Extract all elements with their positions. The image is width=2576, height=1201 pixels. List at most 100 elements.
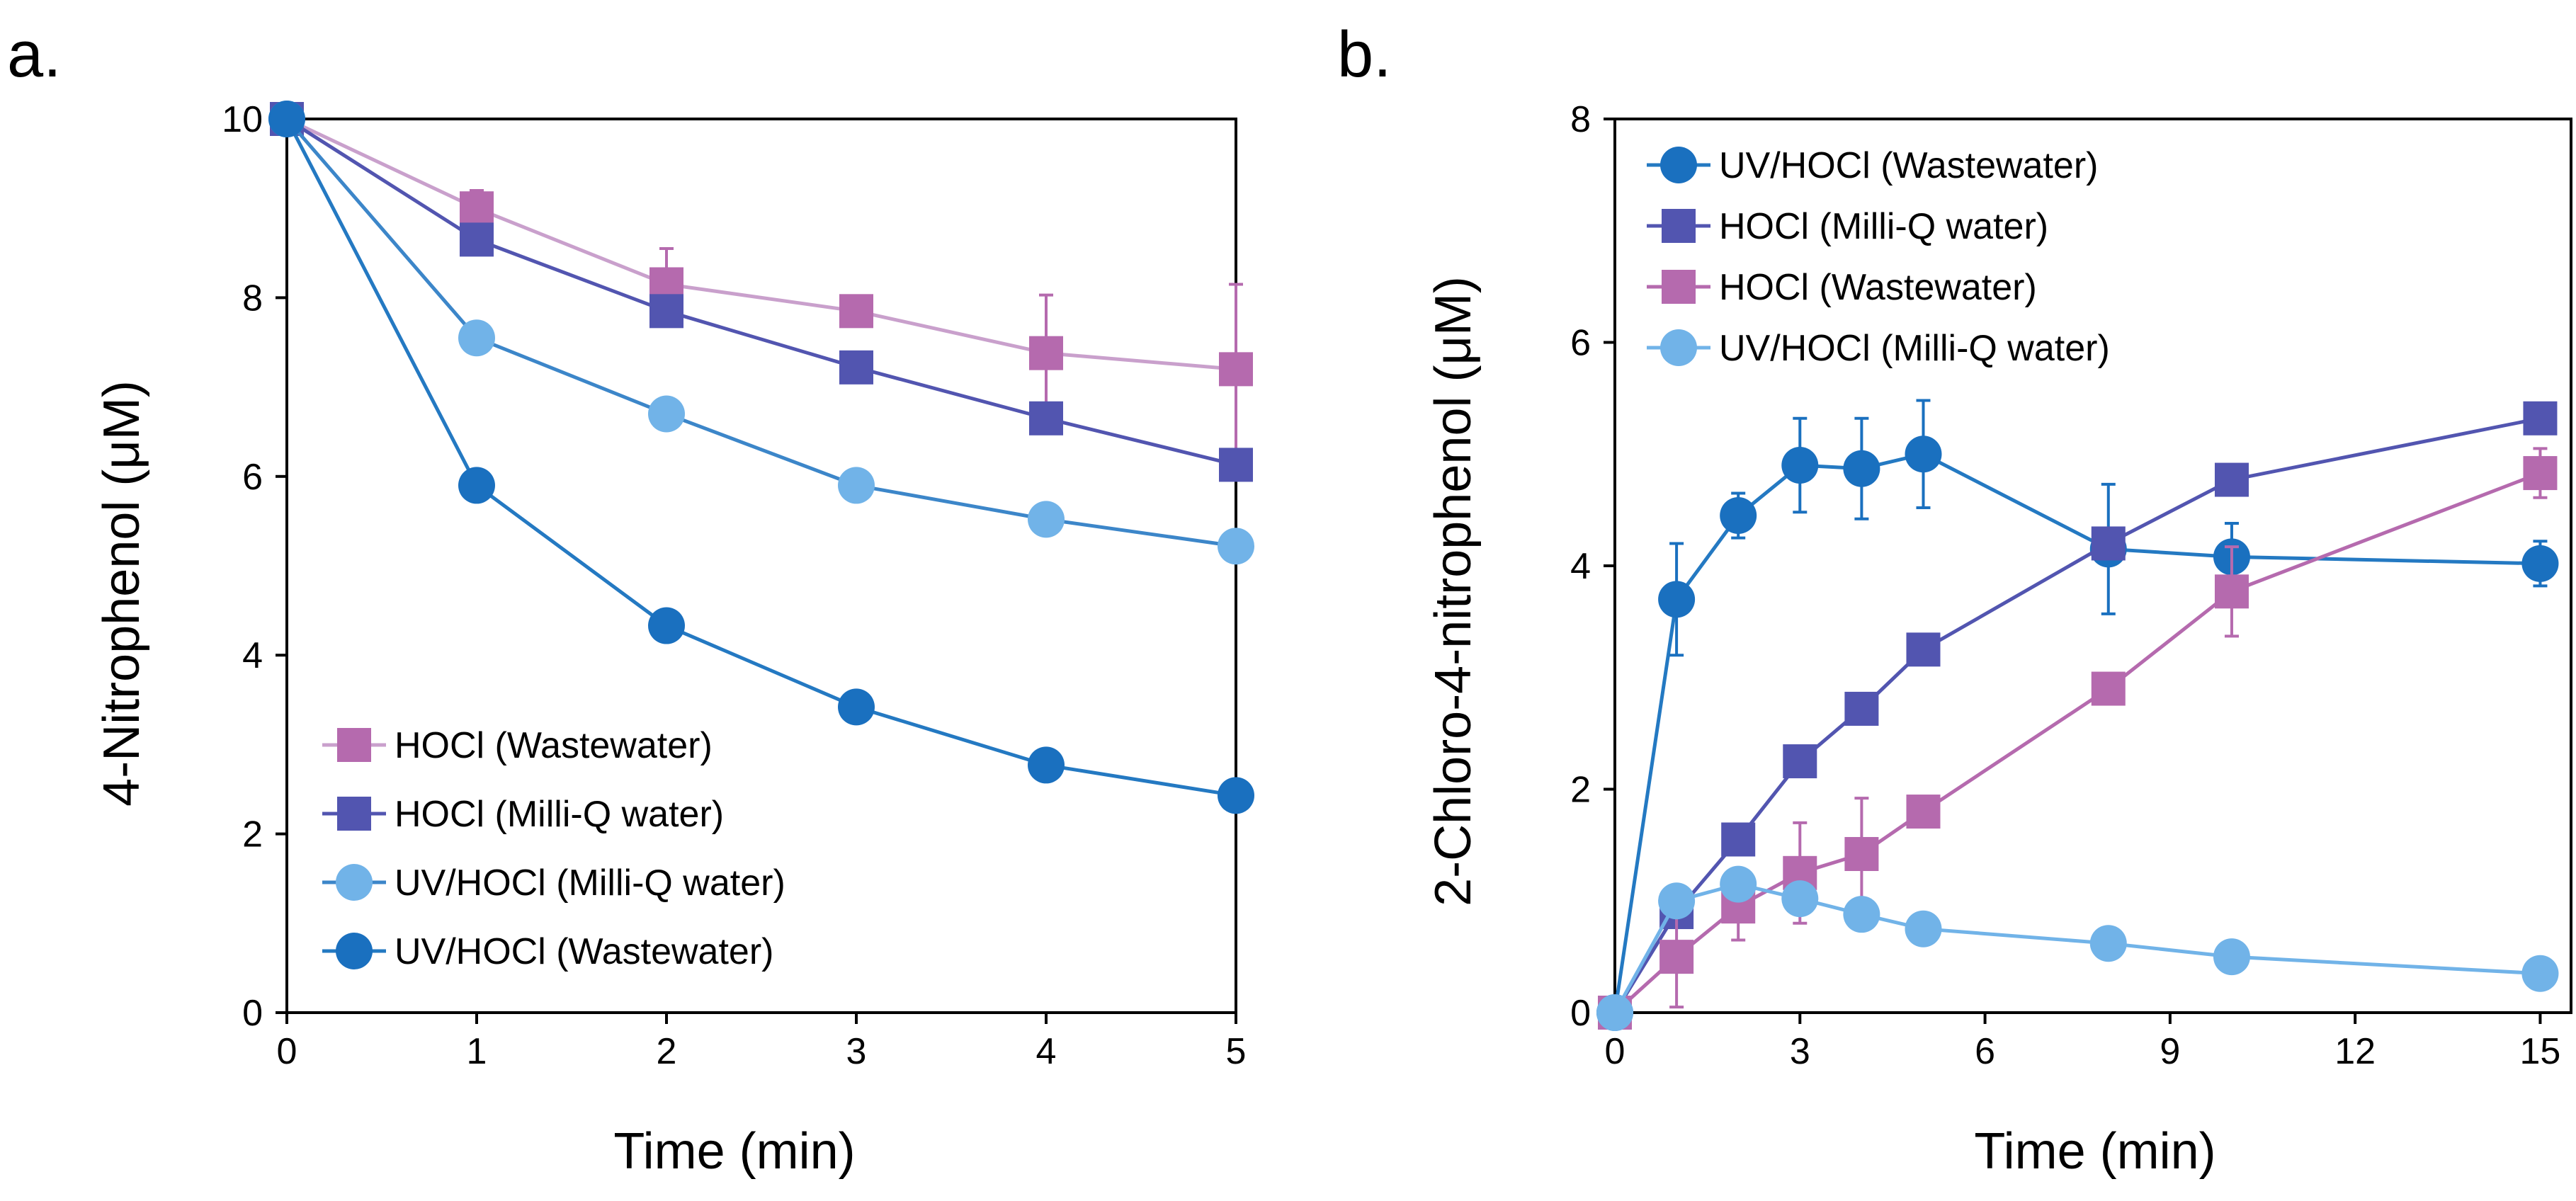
panel-a-legend-entry-hocl-milli-q-water: HOCl (Milli-Q water) [322,794,724,835]
panel-a-series-hocl-milli-q-water [270,102,1253,482]
panel-a-y-tick-label: 2 [242,814,263,855]
panel-b-plot: 0 3 6 9 12 15 0 2 4 6 8 UV/HOCl (Wastewater) HOCl (M… [1570,99,2572,1072]
panel-a-series-hocl-milli-q-water-point [649,294,683,329]
panel-b-series-uv-hocl-wastewater-line [1613,452,2541,1013]
panel-a-y-tick-label: 10 [222,99,263,140]
panel-a-legend-entry-hocl-wastewater: HOCl (Wastewater) [322,725,713,766]
panel-a-x-tick-label: 2 [657,1031,677,1072]
panel-a-series-hocl-milli-q-water-point [839,350,873,385]
panel-a-series-uv-hocl-wastewater-point [838,688,875,726]
panel-b-series-hocl-milli-q-water [1598,401,2558,1030]
panel-a-x-tick-label: 0 [277,1031,297,1072]
panel-b-series-hocl-milli-q-water-point [2523,401,2558,436]
panel-a-series-hocl-milli-q-water-point [460,222,494,257]
panel-b-series-uv-hocl-wastewater-point [1720,497,1757,535]
panel-b-series-uv-hocl-wastewater [1596,399,2559,1031]
panel-b-series-hocl-milli-q-water-point [1906,632,1941,667]
panel-b-letter: b. [1337,18,1392,91]
panel-b-legend-entry-uv-hocl-wastewater: UV/HOCl (Wastewater) [1647,145,2098,186]
panel-a-legend-label: HOCl (Wastewater) [395,725,713,766]
panel-b-y-tick-label: 0 [1570,993,1591,1034]
panel-b-series-uv-hocl-wastewater-point [2521,545,2559,582]
panel-b-series-uv-hocl-wastewater-point [1658,581,1696,618]
panel-a-series-uv-hocl-wastewater-point [1218,777,1254,814]
panel-b-legend-marker [1662,270,1696,304]
panel-b-series-uv-hocl-milli-q-water-point [2089,925,2127,962]
panel-b-series-hocl-milli-q-water-point [1844,691,1879,726]
panel-b-legend-label: UV/HOCl (Wastewater) [1719,145,2098,186]
panel-b-series-hocl-milli-q-water-point [2091,526,2126,561]
panel-a-series-uv-hocl-wastewater [268,101,1254,814]
panel-b-series-uv-hocl-wastewater-point [1905,436,1942,473]
panel-a-series-hocl-wastewater-point [1029,336,1063,370]
panel-a-legend-entry-uv-hocl-milli-q-water: UV/HOCl (Milli-Q water) [322,863,785,904]
panel-a-series-hocl-wastewater-line [285,117,1237,371]
panel-b-y-tick-label: 6 [1570,323,1591,364]
panel-b-series-hocl-milli-q-water-point [1721,822,1756,857]
panel-b-series-uv-hocl-milli-q-water-point [1720,865,1757,903]
panel-a-y-tick-label: 8 [242,278,263,319]
panel-a-series-uv-hocl-wastewater-point [648,607,685,644]
panel-b-series-hocl-wastewater-point [1844,836,1879,871]
panel-b-y-tick-label: 8 [1570,99,1591,140]
panel-a-legend-marker [337,797,371,831]
panel-a-series-uv-hocl-wastewater-line [285,118,1237,797]
panel-b-series-hocl-wastewater-point [2214,574,2249,609]
panel-a-x-tick-label: 5 [1226,1031,1247,1072]
panel-b-y-axis-title: 2-Chloro-4-nitrophenol (μM) [1425,276,1482,906]
panel-a-legend-marker [337,728,371,762]
panel-b-series-uv-hocl-milli-q-water-point [1843,896,1880,933]
panel-b: b. Time (min) 2-Chloro-4-nitrophenol (μM… [1337,18,2572,1180]
panel-a-legend-label: UV/HOCl (Milli-Q water) [395,863,785,904]
panel-b-series-uv-hocl-milli-q-water-point [1596,994,1633,1031]
panel-a-letter: a. [7,18,62,91]
panel-a-legend-marker [336,864,373,901]
panel-b-series-uv-hocl-milli-q-water-point [1658,882,1696,920]
panel-a-series-uv-hocl-milli-q-water-point [1218,528,1254,565]
panel-b-plot-frame [1613,118,2572,1014]
panel-a-series-uv-hocl-milli-q-water-point [838,467,875,504]
panel-b-series-uv-hocl-wastewater-point [1843,450,1880,487]
panel-a-y-axis-title: 4-Nitrophenol (μM) [93,380,150,807]
panel-a-series-hocl-milli-q-water-point [1029,401,1063,436]
panel-b-x-tick-label: 6 [1975,1031,1995,1072]
panel-b-series-uv-hocl-milli-q-water-point [2521,955,2559,992]
panel-a-plot-frame [285,118,1237,1014]
panel-a-legend-label: UV/HOCl (Wastewater) [395,931,773,972]
panel-b-legend-label: HOCl (Milli-Q water) [1719,206,2048,247]
panel-b-series-hocl-milli-q-water-point [2214,462,2249,497]
panel-b-legend-marker [1660,147,1697,183]
panel-a-series-uv-hocl-milli-q-water [268,101,1254,565]
panel-b-legend-label: HOCl (Wastewater) [1719,267,2037,308]
panel-b-legend-entry-uv-hocl-milli-q-water: UV/HOCl (Milli-Q water) [1647,328,2110,369]
panel-b-x-tick-label: 3 [1790,1031,1810,1072]
panel-a-x-tick-label: 1 [467,1031,487,1072]
panel-a-series-uv-hocl-wastewater-point [458,467,495,504]
panel-a-series-hocl-wastewater-point [460,191,494,226]
panel-b-series-hocl-wastewater-point [2091,671,2126,706]
panel-a-legend-label: HOCl (Milli-Q water) [395,794,724,835]
panel-a-y-tick-label: 4 [242,635,263,676]
panel-b-series-hocl-milli-q-water-point [1783,744,1817,779]
panel-b-series-uv-hocl-milli-q-water-point [2213,938,2250,976]
panel-a-series-uv-hocl-milli-q-water-point [458,319,495,357]
panel-b-series-hocl-wastewater-point [1659,940,1694,974]
panel-a-series-hocl-wastewater-point [839,294,873,329]
panel-b-legend-label: UV/HOCl (Milli-Q water) [1719,328,2110,369]
panel-a-series-uv-hocl-milli-q-water-point [1028,501,1065,538]
panel-b-x-tick-label: 15 [2520,1031,2561,1072]
panel-a-y-tick-label: 6 [242,457,263,498]
panel-a: a. Time (min) 4-Nitrophenol (μM) 0 1 2 3 4 50… [7,18,1254,1180]
panel-b-y-tick-label: 2 [1570,770,1591,811]
panel-a-series-hocl-wastewater [270,102,1253,456]
panel-b-series-uv-hocl-milli-q-water-point [1905,910,1942,947]
panel-b-series-hocl-wastewater-point [1906,795,1941,829]
panel-b-x-axis-title: Time (min) [1974,1123,2215,1180]
panel-a-x-axis-title: Time (min) [613,1123,855,1180]
panel-a-series-hocl-milli-q-water-line [285,117,1237,467]
panel-b-legend-entry-hocl-wastewater: HOCl (Wastewater) [1647,267,2037,308]
panel-a-plot: 0 1 2 3 4 5 0 2 4 6 8 10 HOCl (Wastewater) HOCl (Mill… [222,99,1254,1072]
panel-a-x-tick-label: 3 [846,1031,867,1072]
panel-a-legend-marker [336,933,373,969]
